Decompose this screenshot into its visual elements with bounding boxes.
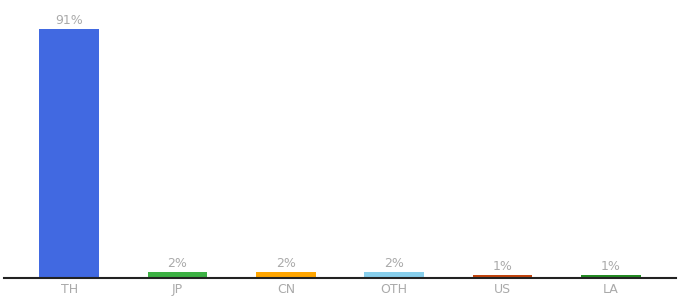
Bar [473,275,532,278]
Text: 2%: 2% [167,257,188,270]
Bar [39,29,99,278]
Text: 2%: 2% [276,257,296,270]
Bar [256,272,316,278]
Bar [148,272,207,278]
Text: 91%: 91% [55,14,83,27]
Bar [581,275,641,278]
Text: 2%: 2% [384,257,404,270]
Bar [364,272,424,278]
Text: 1%: 1% [492,260,513,273]
Text: 1%: 1% [601,260,621,273]
